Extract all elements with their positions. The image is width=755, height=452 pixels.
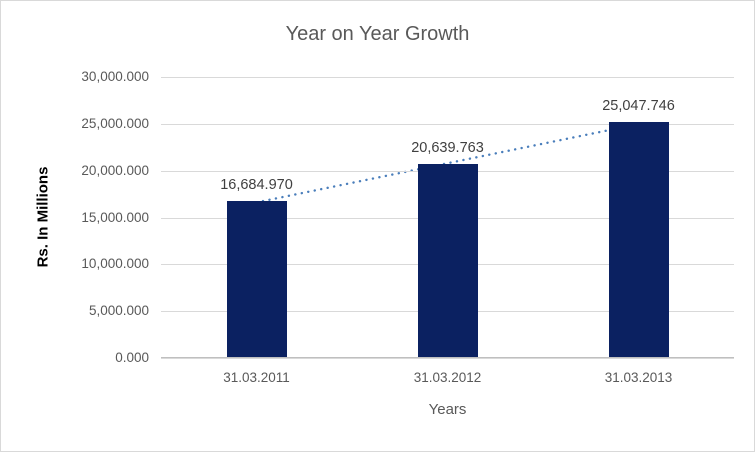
chart-title: Year on Year Growth [285,23,470,45]
y-tick-label: 15,000.000 [81,209,149,225]
x-tick-label: 31.03.2011 [223,370,290,385]
trendline-path [255,122,640,204]
y-tick-label: 0.000 [115,350,149,365]
y-tick-label: 25,000.000 [81,115,149,131]
x-tick-label: 31.03.2012 [413,370,482,385]
bar [226,200,287,357]
gridline [161,358,734,359]
x-tick-label: 31.03.2013 [604,370,673,385]
gridline [161,123,734,125]
gridline [161,77,734,78]
x-axis-line [161,357,734,358]
trendline [255,122,640,204]
data-label: 20,639.763 [411,139,484,156]
bar [417,163,478,357]
y-tick-label: 10,000.000 [81,256,149,272]
plot-area: 16,684.970 20,639.763 25,047.746 [161,77,734,359]
y-tick-label: 30,000.000 [81,69,149,84]
data-label: 16,684.970 [220,176,293,193]
y-tick-label: 5,000.000 [88,303,149,319]
x-axis-title: Years [428,401,467,418]
bar [608,122,669,357]
y-tick-label: 20,000.000 [81,162,149,178]
data-label: 25,047.746 [602,98,675,115]
